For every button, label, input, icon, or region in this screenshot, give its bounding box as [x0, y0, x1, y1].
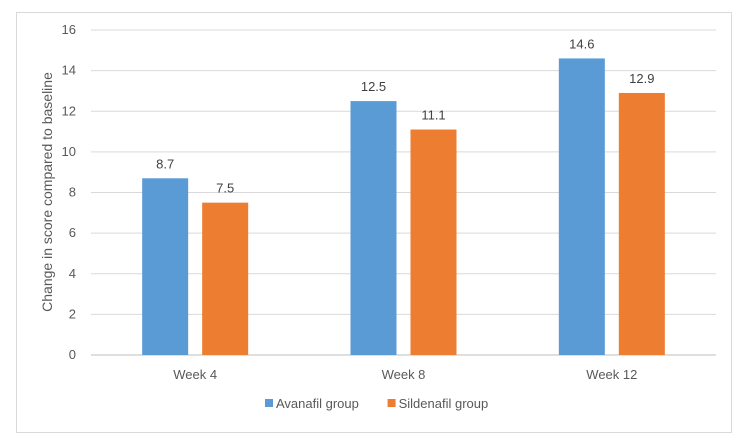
legend-label: Sildenafil group	[399, 396, 489, 411]
data-label: 14.6	[569, 36, 594, 51]
bar-sildenafil-3	[618, 92, 665, 355]
legend-swatch-sildenafil	[387, 399, 396, 407]
x-tick-label: Week 12	[586, 367, 637, 382]
y-axis-title: Change in score compared to baseline	[39, 72, 55, 312]
data-label: 7.5	[216, 181, 234, 196]
legend-label: Avanafil group	[276, 396, 359, 411]
y-tick-label: 10	[62, 144, 76, 159]
y-tick-label: 6	[69, 225, 76, 240]
y-tick-label: 16	[62, 22, 76, 37]
data-label: 12.9	[629, 71, 654, 86]
bar-avanafil-3	[558, 58, 605, 355]
legend: Avanafil group Sildenafil group	[265, 396, 488, 411]
y-tick-label: 2	[69, 306, 76, 321]
legend-swatch-avanafil	[265, 399, 273, 407]
bars	[142, 58, 665, 355]
data-label: 8.7	[156, 156, 174, 171]
y-tick-label: 12	[62, 103, 76, 118]
bar-avanafil-1	[142, 178, 189, 355]
x-tick-label: Week 4	[173, 367, 217, 382]
bar-avanafil-2	[350, 101, 397, 355]
gridlines	[91, 29, 716, 356]
y-tick-label: 14	[62, 63, 76, 78]
data-label: 12.5	[361, 79, 386, 94]
y-axis-ticks: 0 2 4 6 8 10 12 14 16	[62, 22, 76, 362]
x-tick-label: Week 8	[382, 367, 426, 382]
bar-sildenafil-1	[202, 202, 249, 355]
y-tick-label: 4	[69, 266, 76, 281]
x-axis-ticks: Week 4 Week 8 Week 12	[173, 367, 637, 382]
y-tick-label: 0	[69, 347, 76, 362]
data-label: 11.1	[421, 108, 445, 123]
y-tick-label: 8	[69, 185, 76, 200]
data-labels: 8.7 7.5 12.5 11.1 14.6 12.9	[156, 36, 654, 195]
bar-sildenafil-2	[410, 129, 457, 355]
